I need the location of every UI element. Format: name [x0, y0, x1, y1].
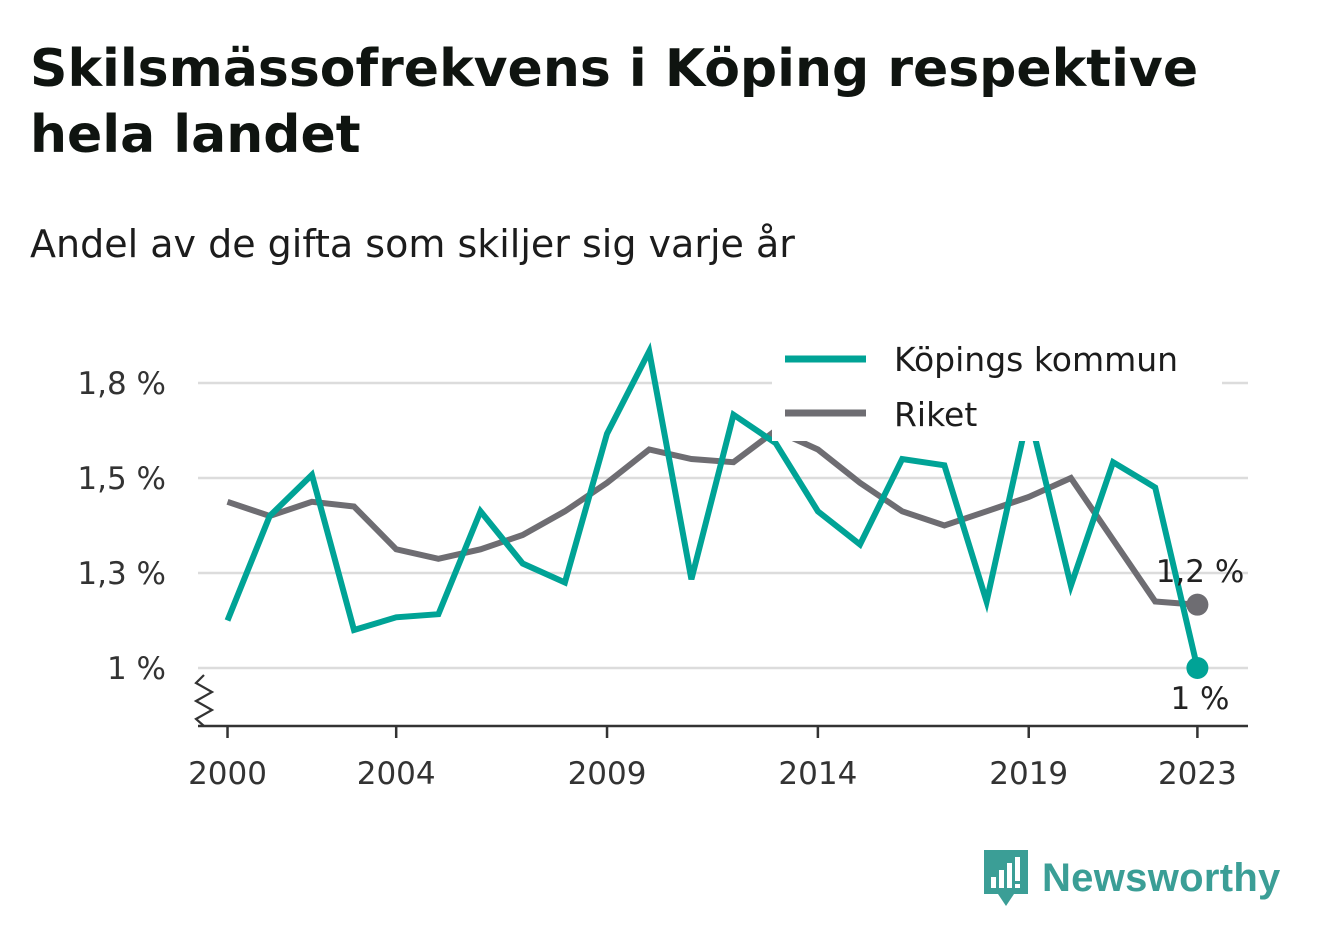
newsworthy-logo-text: Newsworthy [1042, 855, 1281, 900]
end-marker-riket [1186, 593, 1209, 616]
x-tick-label: 2009 [568, 756, 647, 792]
end-labels: 1,2 % 1 % [1156, 554, 1245, 717]
y-tick-label: 1,3 % [77, 556, 166, 592]
chart-title: Skilsmässofrekvens i Köping respektive h… [30, 39, 1199, 165]
x-tick-label: 2014 [778, 756, 857, 792]
end-marker-kopings-kommun [1186, 657, 1209, 679]
y-axis-break-icon [193, 674, 215, 727]
x-tick-label: 2019 [989, 756, 1068, 792]
newsworthy-logo: Newsworthy [982, 848, 1281, 908]
newsworthy-logo-icon [984, 850, 1028, 906]
legend-label-kopings-kommun: Köpings kommun [894, 340, 1178, 379]
x-tick-label: 2023 [1158, 756, 1237, 792]
y-tick-label: 1,8 % [77, 366, 166, 402]
y-tick-labels: 1 % 1,3 % 1,5 % 1,8 % [77, 366, 166, 687]
x-tick-label: 2000 [188, 756, 267, 792]
y-tick-label: 1 % [107, 651, 166, 687]
x-tick-labels: 2000 2004 2009 2014 2019 2023 [188, 726, 1237, 792]
chart-subtitle: Andel av de gifta som skiljer sig varje … [30, 222, 795, 266]
x-tick-label: 2004 [357, 756, 436, 792]
y-tick-label: 1,5 % [77, 461, 166, 497]
end-label-kopings-kommun: 1 % [1170, 681, 1229, 717]
legend-background [772, 333, 1222, 441]
legend-label-riket: Riket [894, 395, 977, 434]
series-line-riket [226, 427, 1198, 608]
end-label-riket: 1,2 % [1156, 554, 1245, 590]
legend: Köpings kommun Riket [772, 333, 1222, 441]
chart-axes [193, 674, 1248, 728]
